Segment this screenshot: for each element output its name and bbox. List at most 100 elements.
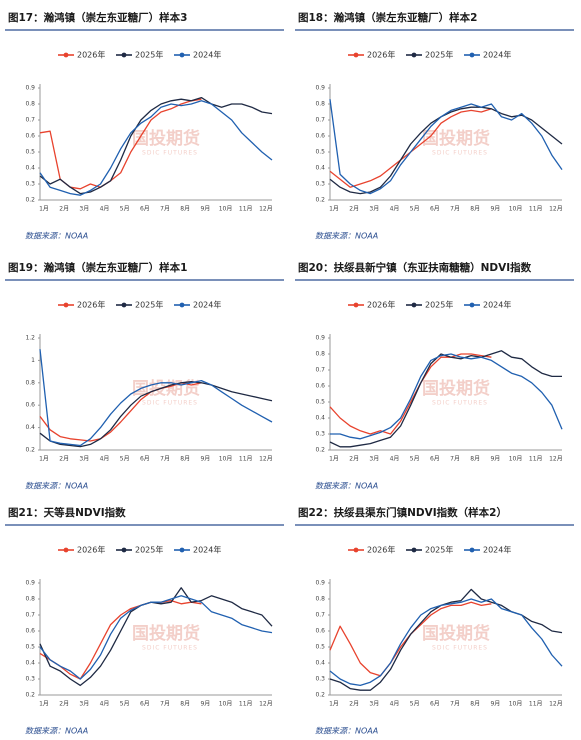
y-tick-label: 0.8 bbox=[25, 596, 35, 603]
x-tick-label: 7月 bbox=[450, 206, 460, 213]
y-tick-label: 0.4 bbox=[315, 165, 325, 172]
x-tick-label: 11月 bbox=[239, 701, 253, 708]
chart-title: 图21：天等县NDVI指数 bbox=[8, 506, 126, 519]
x-tick-label: 7月 bbox=[160, 456, 170, 463]
legend-marker bbox=[411, 52, 417, 58]
x-tick-label: 9月 bbox=[200, 456, 210, 463]
legend-label: 2024年 bbox=[193, 300, 221, 310]
legend-marker bbox=[179, 52, 185, 58]
y-tick-label: 0.2 bbox=[25, 197, 35, 204]
chart-title: 图17：瀚鸿镇（崇左东亚糖厂）样本3 bbox=[8, 11, 187, 24]
legend-label: 2024年 bbox=[193, 50, 221, 60]
y-tick-label: 0.7 bbox=[25, 612, 35, 619]
x-tick-label: 5月 bbox=[120, 456, 130, 463]
series-line bbox=[329, 598, 563, 687]
x-tick-label: 4月 bbox=[390, 456, 400, 463]
y-tick-label: 0.3 bbox=[315, 181, 325, 188]
series-line bbox=[39, 599, 202, 680]
x-tick-label: 9月 bbox=[200, 701, 210, 708]
x-tick-label: 3月 bbox=[79, 456, 89, 463]
y-tick-label: 1 bbox=[31, 357, 35, 364]
watermark: 国投期货 bbox=[132, 623, 200, 644]
x-tick-label: 1月 bbox=[329, 206, 339, 213]
x-tick-label: 6月 bbox=[430, 206, 440, 213]
x-tick-label: 4月 bbox=[100, 456, 110, 463]
y-tick-label: 0.8 bbox=[315, 596, 325, 603]
series-line bbox=[39, 382, 202, 442]
legend-marker bbox=[121, 302, 127, 308]
x-tick-label: 12月 bbox=[259, 701, 273, 708]
x-tick-label: 11月 bbox=[529, 456, 543, 463]
watermark-sub: SDIC FUTURES bbox=[432, 400, 488, 407]
x-tick-label: 3月 bbox=[79, 701, 89, 708]
y-tick-label: 0.4 bbox=[315, 660, 325, 667]
x-tick-label: 7月 bbox=[160, 206, 170, 213]
x-tick-label: 9月 bbox=[490, 206, 500, 213]
series-line bbox=[39, 381, 273, 448]
x-tick-label: 9月 bbox=[490, 456, 500, 463]
x-tick-label: 10月 bbox=[219, 701, 233, 708]
y-tick-label: 0.3 bbox=[315, 676, 325, 683]
source-note: 数据来源：NOAA bbox=[315, 727, 378, 736]
chart-title: 图20：扶绥县新宁镇（东亚扶南糖糖）NDVI指数 bbox=[298, 261, 532, 274]
y-tick-label: 0.6 bbox=[25, 402, 35, 409]
x-tick-label: 10月 bbox=[509, 701, 523, 708]
x-tick-label: 12月 bbox=[259, 456, 273, 463]
legend-marker bbox=[179, 302, 185, 308]
y-tick-label: 0.7 bbox=[25, 117, 35, 124]
x-tick-label: 10月 bbox=[219, 206, 233, 213]
x-tick-label: 9月 bbox=[490, 701, 500, 708]
legend-marker bbox=[469, 52, 475, 58]
x-tick-label: 8月 bbox=[180, 206, 190, 213]
legend-label: 2026年 bbox=[367, 545, 395, 555]
source-note: 数据来源：NOAA bbox=[25, 482, 88, 491]
source-note: 数据来源：NOAA bbox=[25, 727, 88, 736]
series-line bbox=[39, 100, 273, 196]
legend-label: 2024年 bbox=[193, 545, 221, 555]
y-tick-label: 0.5 bbox=[25, 149, 35, 156]
y-tick-label: 0.7 bbox=[315, 367, 325, 374]
y-tick-label: 0.6 bbox=[25, 133, 35, 140]
x-tick-label: 5月 bbox=[120, 206, 130, 213]
legend-label: 2024年 bbox=[483, 50, 511, 60]
y-tick-label: 0.7 bbox=[315, 117, 325, 124]
watermark-sub: SDIC FUTURES bbox=[142, 150, 198, 157]
x-tick-label: 2月 bbox=[349, 456, 359, 463]
legend-label: 2026年 bbox=[77, 50, 105, 60]
y-tick-label: 0.7 bbox=[315, 612, 325, 619]
legend-marker bbox=[353, 547, 359, 553]
series-line bbox=[329, 99, 563, 195]
legend-label: 2025年 bbox=[135, 50, 163, 60]
y-tick-label: 0.3 bbox=[25, 181, 35, 188]
x-tick-label: 4月 bbox=[100, 701, 110, 708]
y-tick-label: 0.5 bbox=[315, 149, 325, 156]
x-tick-label: 12月 bbox=[549, 456, 563, 463]
x-tick-label: 3月 bbox=[79, 206, 89, 213]
legend-label: 2026年 bbox=[77, 300, 105, 310]
series-line bbox=[39, 96, 273, 195]
series-line bbox=[39, 349, 273, 447]
source-note: 数据来源：NOAA bbox=[315, 482, 378, 491]
y-tick-label: 0.4 bbox=[25, 165, 35, 172]
legend-label: 2024年 bbox=[483, 300, 511, 310]
legend-label: 2024年 bbox=[483, 545, 511, 555]
watermark-sub: SDIC FUTURES bbox=[432, 150, 488, 157]
watermark-sub: SDIC FUTURES bbox=[142, 645, 198, 652]
chart-title: 图18：瀚鸿镇（崇左东亚糖厂）样本2 bbox=[298, 11, 477, 24]
watermark: 国投期货 bbox=[422, 128, 490, 149]
watermark: 国投期货 bbox=[422, 623, 490, 644]
y-tick-label: 0.8 bbox=[25, 379, 35, 386]
x-tick-label: 3月 bbox=[369, 456, 379, 463]
y-tick-label: 0.5 bbox=[315, 399, 325, 406]
x-tick-label: 12月 bbox=[259, 206, 273, 213]
x-tick-label: 1月 bbox=[39, 206, 49, 213]
legend-label: 2025年 bbox=[425, 50, 453, 60]
source-note: 数据来源：NOAA bbox=[25, 232, 88, 241]
legend-marker bbox=[411, 302, 417, 308]
y-tick-label: 0.8 bbox=[315, 101, 325, 108]
